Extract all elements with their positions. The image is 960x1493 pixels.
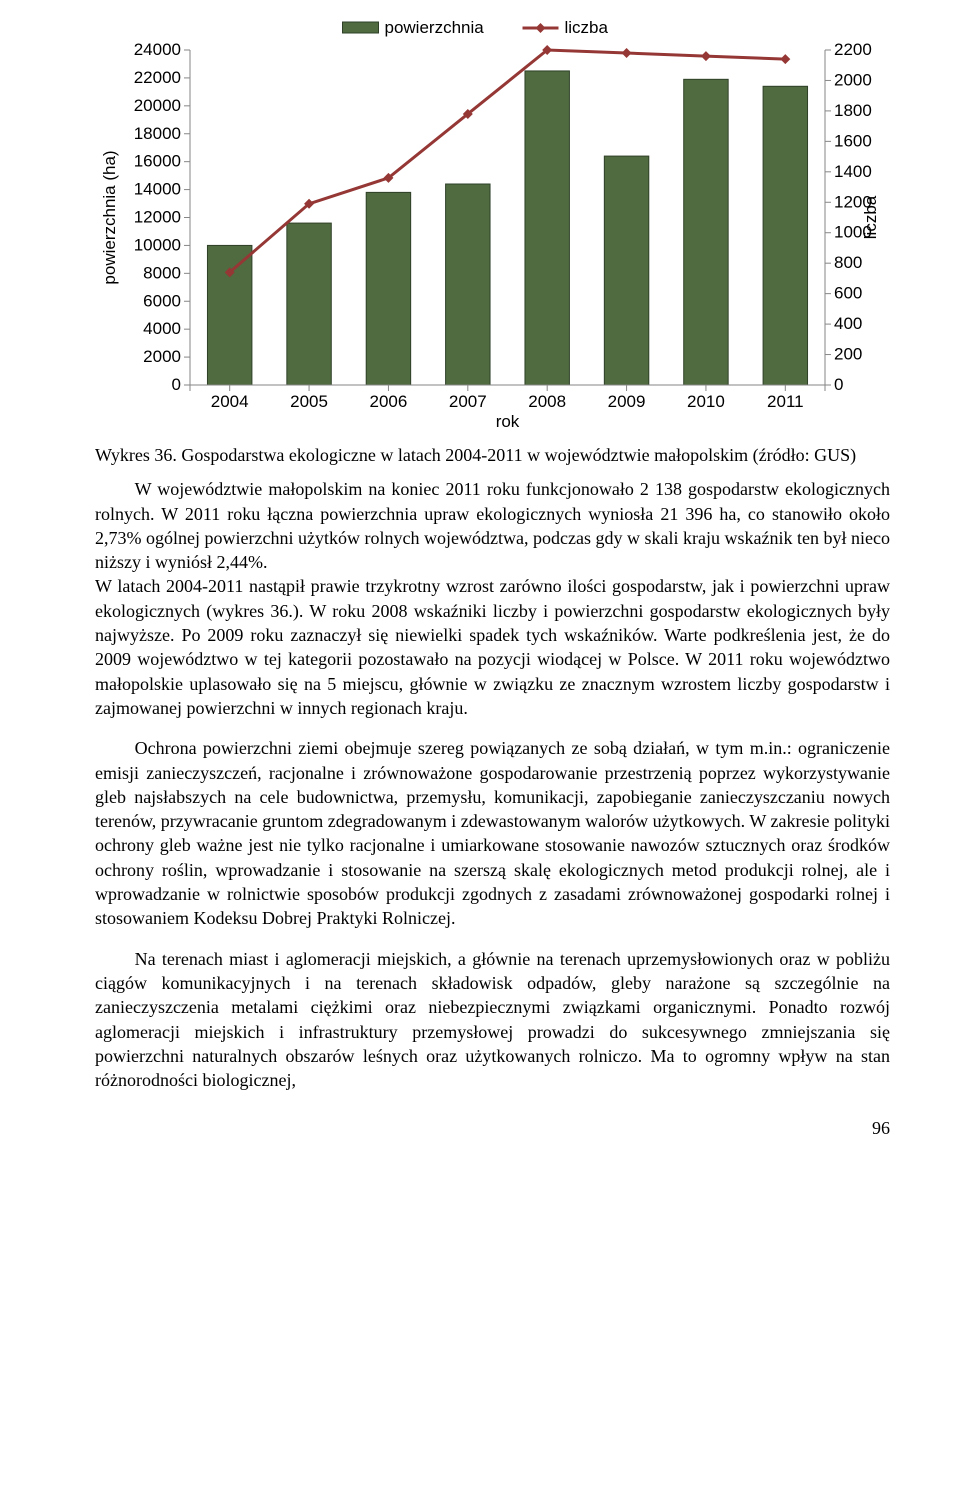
svg-text:200: 200 [834,345,862,364]
svg-text:2011: 2011 [767,392,804,411]
svg-text:22000: 22000 [134,68,181,87]
svg-text:2005: 2005 [290,392,328,411]
body-paragraph-2: Ochrona powierzchni ziemi obejmuje szere… [95,736,890,930]
svg-text:0: 0 [172,375,181,394]
chart-caption: Wykres 36. Gospodarstwa ekologiczne w la… [95,443,890,467]
svg-text:18000: 18000 [134,124,181,143]
svg-text:20000: 20000 [134,96,181,115]
svg-text:600: 600 [834,284,862,303]
svg-text:2007: 2007 [449,392,487,411]
svg-text:powierzchnia: powierzchnia [385,18,485,37]
body-paragraph-1: W województwie małopolskim na koniec 201… [95,477,890,574]
svg-text:4000: 4000 [143,319,181,338]
svg-text:2000: 2000 [834,70,872,89]
svg-text:liczba: liczba [861,195,880,239]
svg-text:1800: 1800 [834,101,872,120]
svg-text:powierzchnia (ha): powierzchnia (ha) [100,150,119,284]
svg-text:2009: 2009 [608,392,646,411]
paragraph-text: Na terenach miast i aglomeracji miejskic… [95,949,890,1090]
svg-text:400: 400 [834,314,862,333]
svg-text:24000: 24000 [134,40,181,59]
svg-text:rok: rok [496,412,520,431]
svg-text:2200: 2200 [834,40,872,59]
svg-text:liczba: liczba [565,18,609,37]
svg-text:2004: 2004 [211,392,249,411]
svg-text:2010: 2010 [687,392,725,411]
svg-text:14000: 14000 [134,180,181,199]
svg-text:16000: 16000 [134,152,181,171]
body-paragraph-1-cont: W latach 2004-2011 nastąpił prawie trzyk… [95,574,890,720]
chart-container: powierzchnialiczba0200040006000800010000… [95,10,890,435]
svg-text:6000: 6000 [143,291,181,310]
svg-text:800: 800 [834,253,862,272]
paragraph-text: W latach 2004-2011 nastąpił prawie trzyk… [95,576,890,717]
svg-text:0: 0 [834,375,843,394]
svg-text:1400: 1400 [834,162,872,181]
svg-text:2008: 2008 [528,392,566,411]
page-number: 96 [95,1116,890,1140]
svg-text:1600: 1600 [834,131,872,150]
svg-text:12000: 12000 [134,208,181,227]
body-paragraph-3: Na terenach miast i aglomeracji miejskic… [95,947,890,1093]
svg-text:8000: 8000 [143,263,181,282]
paragraph-text: Ochrona powierzchni ziemi obejmuje szere… [95,738,890,928]
svg-text:2006: 2006 [370,392,408,411]
svg-text:10000: 10000 [134,235,181,254]
svg-text:2000: 2000 [143,347,181,366]
paragraph-text: W województwie małopolskim na koniec 201… [95,479,890,572]
